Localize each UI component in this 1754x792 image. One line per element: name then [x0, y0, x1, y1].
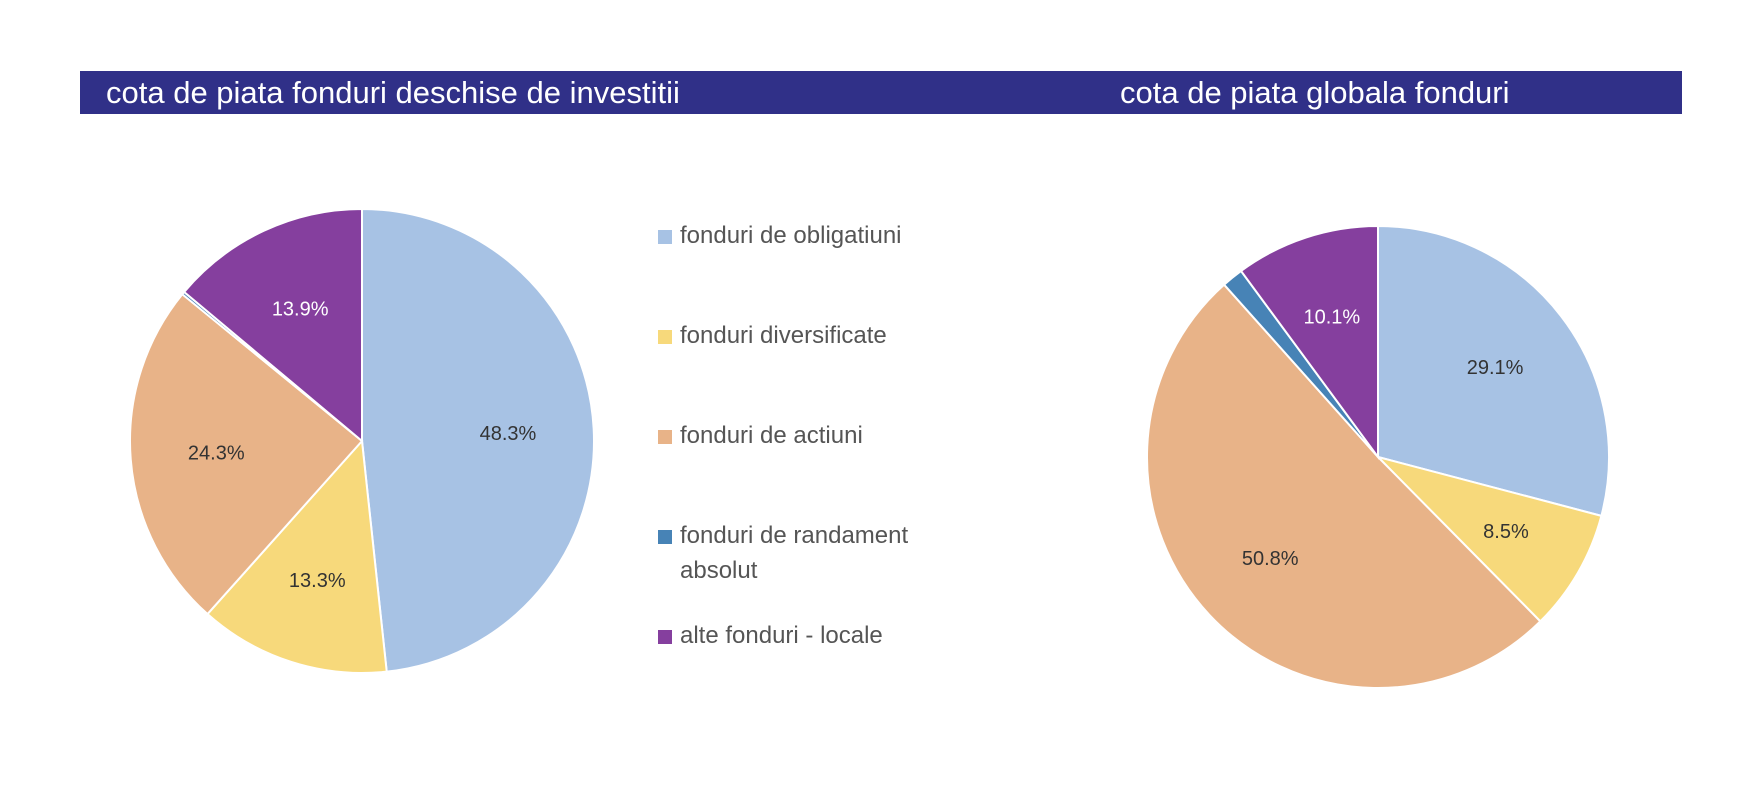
- right-chart-title: cota de piata globala fonduri: [1120, 75, 1510, 110]
- pie-slice: [1374, 455, 1603, 623]
- slice-data-label: 8.5%: [1483, 521, 1529, 543]
- pie-slice: [206, 438, 388, 674]
- legend-label: fonduri de randament absolut: [680, 522, 909, 584]
- pie-slice: [1222, 269, 1379, 458]
- legend-swatch: [658, 230, 672, 244]
- legend-swatch: [658, 430, 672, 444]
- pie-slice: [129, 292, 364, 616]
- legend-label: fonduri diversificate: [680, 322, 887, 349]
- slice-data-label: 10.1%: [1304, 307, 1361, 329]
- legend-swatch: [658, 330, 672, 344]
- slice-data-label: 29.1%: [1467, 357, 1524, 379]
- pie-slice: [1146, 283, 1542, 689]
- slice-data-label: 48.3%: [480, 423, 537, 445]
- left-chart-title: cota de piata fonduri deschise de invest…: [106, 75, 680, 110]
- title-bar: cota de piata fonduri deschise de invest…: [80, 71, 1682, 114]
- slice-data-label: 13.3%: [289, 570, 346, 592]
- legend-swatch: [658, 630, 672, 644]
- pie-slice: [361, 207, 596, 673]
- legend-label: fonduri de actiuni: [680, 422, 863, 449]
- slice-data-label: 50.8%: [1242, 548, 1299, 570]
- pie-slice: [182, 207, 363, 444]
- legend-label: alte fonduri - locale: [680, 622, 883, 649]
- slice-data-label: 24.3%: [188, 442, 245, 464]
- slice-data-label: 13.9%: [272, 299, 329, 321]
- pie-slice: [1239, 224, 1379, 461]
- pie-chart-open-funds: 48.3% 13.3% 24.3% 13.9%: [129, 207, 596, 674]
- pie-slice: [1377, 224, 1610, 518]
- legend-label: fonduri de obligatiuni: [680, 222, 902, 249]
- legend-swatch: [658, 530, 672, 544]
